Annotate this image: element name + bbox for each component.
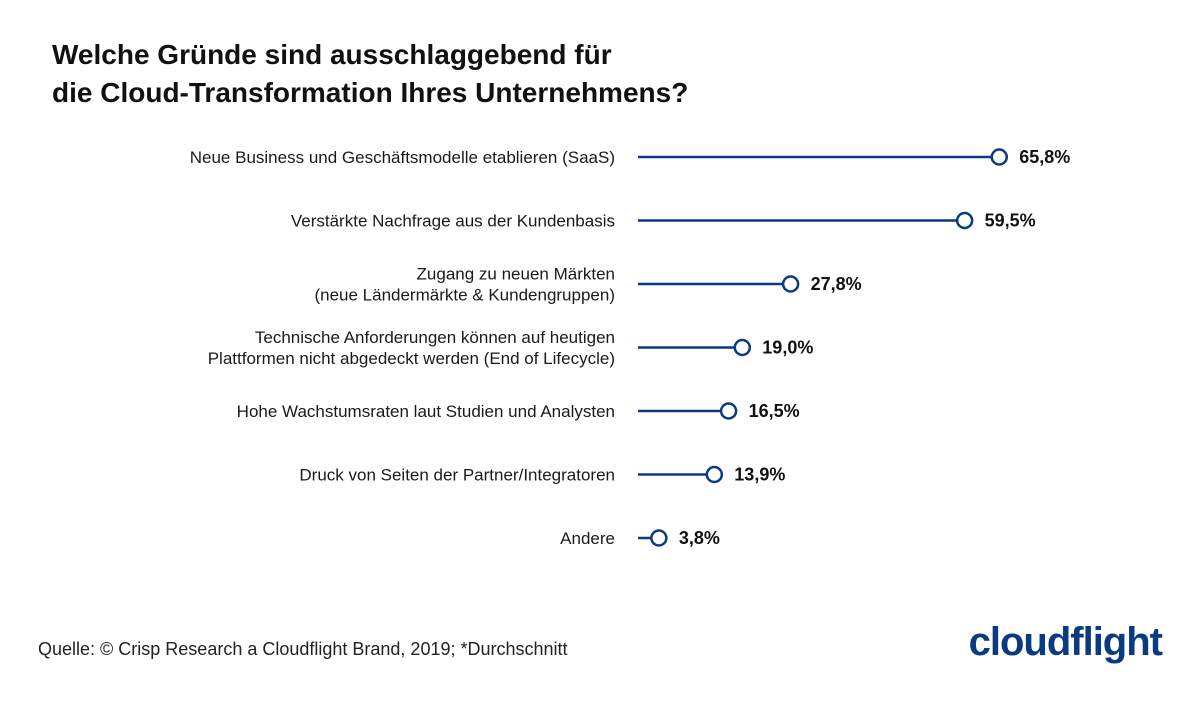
value-label: 27,8% [811,274,862,294]
source-note: Quelle: © Crisp Research a Cloudflight B… [38,639,568,659]
category-label: Zugang zu neuen Märkten [417,265,615,284]
category-label: Andere [560,529,615,548]
lollipop-marker [955,211,974,230]
chart-title-line-1: Welche Gründe sind ausschlaggebend für [52,39,612,70]
category-label: Plattformen nicht abgedeckt werden (End … [208,349,615,368]
value-label: 3,8% [679,528,720,548]
lollipop-chart: Neue Business und Geschäftsmodelle etabl… [190,147,1071,548]
lollipop-marker [705,465,724,484]
lollipop-marker [733,338,752,357]
lollipop-marker [650,529,668,547]
category-label: Neue Business und Geschäftsmodelle etabl… [190,148,615,167]
value-label: 19,0% [762,338,813,358]
category-label: Druck von Seiten der Partner/Integratore… [299,466,615,485]
value-label: 13,9% [734,465,785,485]
chart-title-line-2: die Cloud-Transformation Ihres Unternehm… [52,77,689,108]
value-label: 65,8% [1019,147,1070,167]
category-label: Hohe Wachstumsraten laut Studien und Ana… [237,402,615,421]
category-label: Verstärkte Nachfrage aus der Kundenbasis [291,212,615,231]
value-label: 59,5% [985,211,1036,231]
lollipop-marker [781,275,800,293]
lollipop-marker [719,402,738,420]
cloudflight-logo: cloudflight [968,620,1163,664]
lollipop-marker [990,148,1008,166]
category-label: Technische Anforderungen können auf heut… [255,328,615,347]
value-label: 16,5% [749,401,800,421]
chart-title: Welche Gründe sind ausschlaggebend für d… [52,36,688,112]
category-label: (neue Ländermärkte & Kundengruppen) [314,286,615,305]
